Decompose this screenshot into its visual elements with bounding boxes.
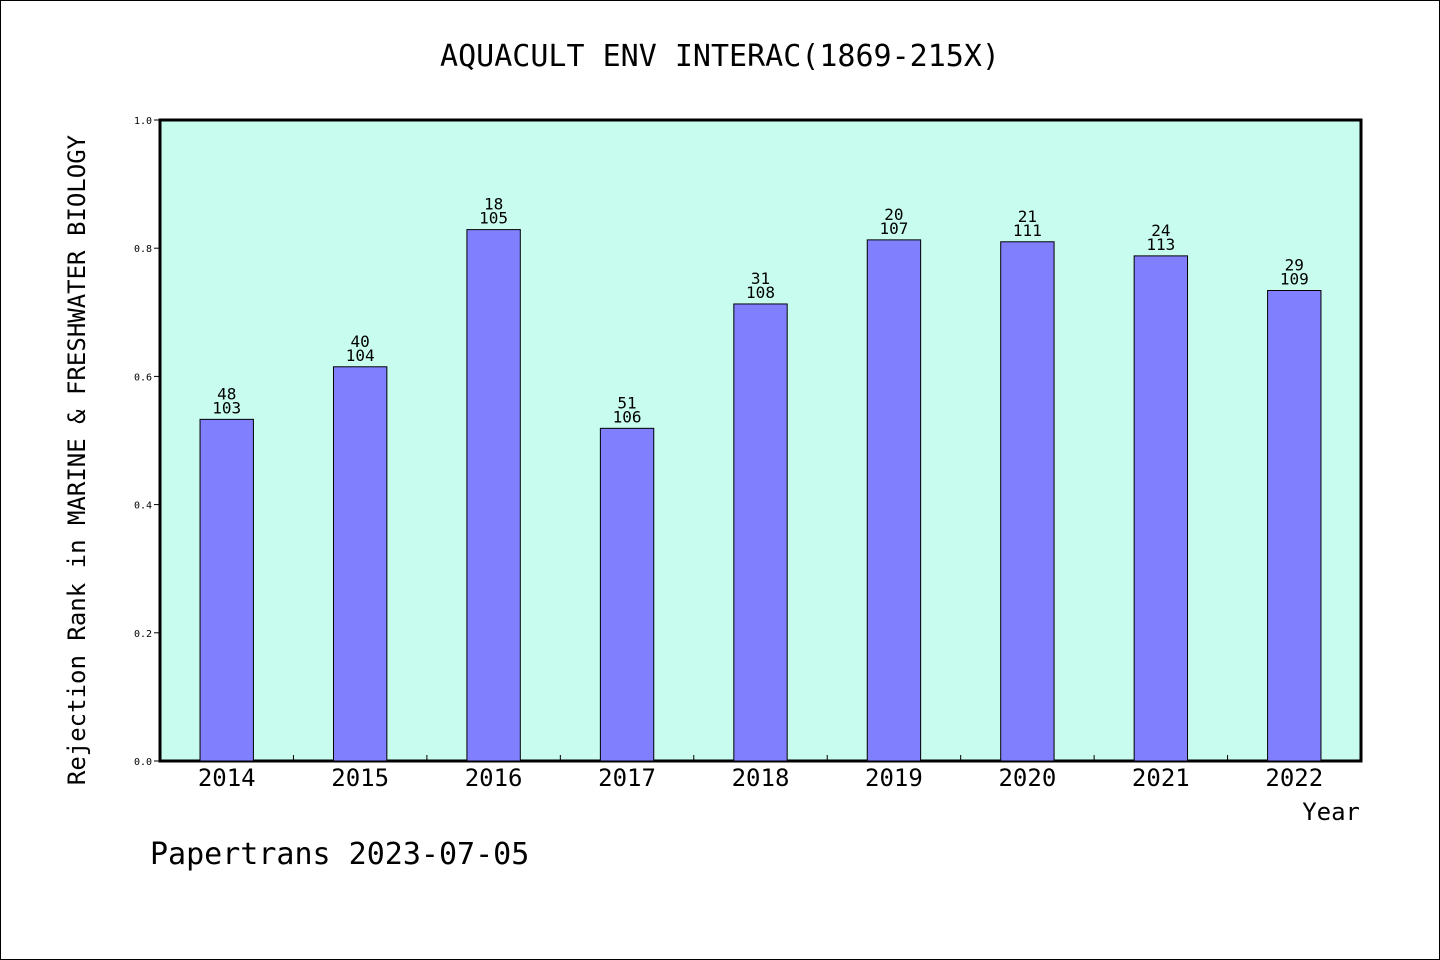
y-tick-label: 1.0 [134,116,152,127]
x-axis: 2014 2015 2016 2017 2018 2019 2020 2021 2022 [198,755,1323,792]
chart-title: AQUACULT ENV INTERAC(1869-215X) [440,39,1000,74]
x-tick-label: 2016 [465,764,523,792]
footer-text: Papertrans 2023-07-05 [150,837,529,872]
bar-total-label: 103 [212,398,241,417]
bar-2022 [1267,290,1322,762]
bar-2016 [466,229,521,762]
bar-rank-label: 29 [1285,256,1304,275]
bar-rank-label: 18 [484,195,503,214]
bar-total-label: 104 [346,346,375,365]
x-tick-label: 2022 [1265,764,1323,792]
bar-total-label: 107 [879,219,908,238]
bar-total-label: 113 [1146,235,1175,254]
bar-total-label: 105 [479,209,508,228]
bar-rank-label: 51 [617,393,636,412]
y-tick-label: 0.8 [134,244,152,255]
bar-2017 [599,427,655,762]
bar-total-label: 109 [1280,270,1309,289]
y-tick-label: 0.2 [134,629,152,640]
bar-total-label: 111 [1013,221,1042,240]
bar-2014 [199,418,254,762]
bar-2019 [866,239,922,762]
y-axis-label: Rejection Rank in MARINE & FRESHWATER BI… [63,134,91,785]
bars [199,229,1322,762]
bar-total-label: 108 [746,283,775,302]
x-tick-label: 2017 [598,764,656,792]
bar-2020 [1000,241,1055,762]
bar-rank-label: 40 [351,332,370,351]
bar-2015 [332,366,388,762]
x-tick-label: 2015 [331,764,389,792]
x-tick-label: 2019 [865,764,923,792]
x-tick-label: 2018 [732,764,790,792]
bar-rank-label: 24 [1151,221,1170,240]
bar-total-label: 106 [613,407,642,426]
bar-2021 [1133,255,1189,762]
x-tick-label: 2014 [198,764,256,792]
y-tick-label: 0.0 [134,757,152,768]
bar-2018 [733,303,788,762]
bar-rank-label: 21 [1018,207,1037,226]
bar-rank-label: 20 [884,205,903,224]
bar-rank-label: 31 [751,269,770,288]
y-tick-label: 0.4 [134,501,152,512]
x-tick-label: 2020 [998,764,1056,792]
y-tick-label: 0.6 [134,372,152,383]
bar-rank-label: 48 [217,384,236,403]
x-tick-label: 2021 [1132,764,1190,792]
y-axis: 0.0 0.2 0.4 0.6 0.8 1.0 [134,116,160,768]
x-axis-label: Year [1302,798,1360,826]
